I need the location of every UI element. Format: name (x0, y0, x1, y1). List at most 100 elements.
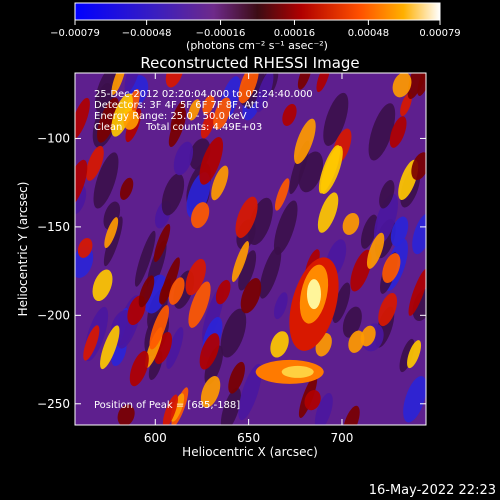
heatmap-streak (297, 73, 312, 90)
heatmap-streak (294, 118, 316, 164)
heatmap-streak (408, 268, 426, 316)
heatmap-blob (273, 200, 298, 255)
colorbar-tick-label: −0.00016 (196, 28, 246, 39)
heatmap-blob (255, 73, 274, 113)
heatmap-streak (200, 112, 215, 139)
heatmap-streak (382, 253, 401, 283)
heatmap-blob (238, 363, 262, 421)
heatmap-blob (161, 173, 185, 216)
colorbar-ticks: −0.00079 −0.00048 −0.00016 0.00016 0.00048 0.… (50, 20, 461, 39)
heatmap-blob (403, 376, 426, 423)
heatmap-streak (111, 93, 133, 137)
heatmap-streak (153, 223, 171, 263)
x-tick-label: 600 (144, 431, 167, 445)
plot-frame (74, 72, 427, 426)
heatmap-streak (304, 390, 321, 411)
colorbar-tick-label: −0.00048 (122, 28, 172, 39)
heatmap-blob (166, 327, 184, 369)
heatmap-streak (154, 331, 173, 365)
heatmap-blob (103, 216, 123, 267)
heatmap-streak (213, 97, 231, 130)
heatmap-streak (231, 241, 249, 282)
heatmap-blob (220, 308, 247, 358)
annotation-method: Clean (94, 122, 122, 133)
colorbar-tick-label: 0.00048 (348, 28, 389, 39)
heatmap-streak (100, 325, 120, 370)
x-tick-label: 700 (331, 431, 354, 445)
heatmap-blob (390, 216, 409, 247)
heatmap-blob (314, 392, 333, 425)
heatmap-streak (392, 73, 412, 98)
heatmap-streak (211, 165, 229, 201)
heatmap-streak (162, 394, 179, 425)
heatmap-blob (274, 292, 288, 320)
heatmap-streak (86, 145, 104, 181)
heatmap-blob (373, 193, 398, 245)
heatmap-streak (199, 137, 224, 185)
heatmap-streak (92, 269, 113, 302)
heatmap-streak (400, 92, 412, 117)
heatmap-blob (342, 306, 362, 338)
heatmap-streak (389, 116, 407, 148)
heatmap-streak (228, 361, 245, 394)
colorbar-tick-label: 0.00079 (419, 28, 460, 39)
heatmap-streak (407, 73, 426, 100)
heatmap-streak (366, 232, 385, 269)
heatmap-streak (188, 99, 201, 121)
heatmap-streak (235, 196, 258, 238)
heatmap-streak (188, 281, 211, 328)
heatmap-streak (360, 325, 376, 347)
colorbar-tick-label: −0.00079 (50, 28, 100, 39)
heatmap-streak (270, 331, 289, 358)
source-secondary-core (281, 365, 314, 378)
heatmap-streak (111, 73, 126, 95)
axis-ticks: 600 650 700 −100 −150 −200 −250 (37, 73, 426, 445)
heatmap-streak (318, 145, 341, 194)
y-tick-label: −100 (37, 131, 70, 145)
heatmap-streak (282, 103, 297, 126)
colorbar-tick-label: 0.00016 (274, 28, 315, 39)
heatmap-streak (138, 275, 155, 308)
y-tick-label: −200 (37, 308, 70, 322)
heatmap-streak (378, 292, 398, 327)
heatmap-streak (407, 340, 422, 369)
heatmap-streak (199, 333, 220, 370)
heatmap-blob (75, 184, 87, 215)
heatmap-blob (173, 141, 194, 176)
heatmap-streak (123, 110, 139, 130)
heatmap-blob (220, 387, 241, 425)
heatmap-streak (168, 108, 187, 148)
source-peak (306, 279, 321, 310)
footer-timestamp: 16-May-2022 22:23 (369, 483, 496, 498)
heatmap-blob (93, 152, 119, 209)
heatmap-streak (168, 277, 185, 305)
heatmap-streak (117, 404, 135, 425)
heatmap-streak (185, 258, 206, 296)
colorbar-unit-label: (photons cm⁻² s⁻¹ asec⁻²) (186, 39, 328, 52)
colorbar (74, 2, 441, 21)
y-tick-label: −250 (37, 397, 70, 411)
heatmap-blob (204, 345, 224, 386)
heatmap-streak (77, 238, 93, 258)
heatmap-streak (343, 405, 360, 425)
heatmap-streak (317, 192, 339, 233)
x-axis-label: Heliocentric X (arcsec) (182, 445, 318, 459)
heatmap-streak (129, 350, 149, 387)
heatmap-streak (202, 95, 215, 115)
annotation-time-range: 25-Dec-2012 02:20:04.000 to 02:24:40.000 (94, 89, 313, 100)
heatmap-blob (379, 180, 395, 209)
heatmap-blob (134, 230, 156, 287)
annotation-peak-position: Position of Peak = [685,-188] (94, 400, 240, 411)
heatmap-blob (399, 338, 415, 373)
heatmap-streak (104, 217, 119, 249)
heatmap-streak (411, 152, 426, 181)
heatmap-streak (83, 325, 100, 361)
heatmap-streak (75, 159, 88, 209)
annotation-energy-range: Energy Range: 25.0 - 50.0 keV (94, 111, 247, 122)
heatmap-streak (191, 202, 210, 229)
annotation-total-counts: Total counts: 4.49E+03 (145, 122, 262, 133)
heatmap-blob (360, 214, 378, 249)
heatmap-streak (215, 279, 231, 305)
heatmap-blob (238, 250, 257, 291)
